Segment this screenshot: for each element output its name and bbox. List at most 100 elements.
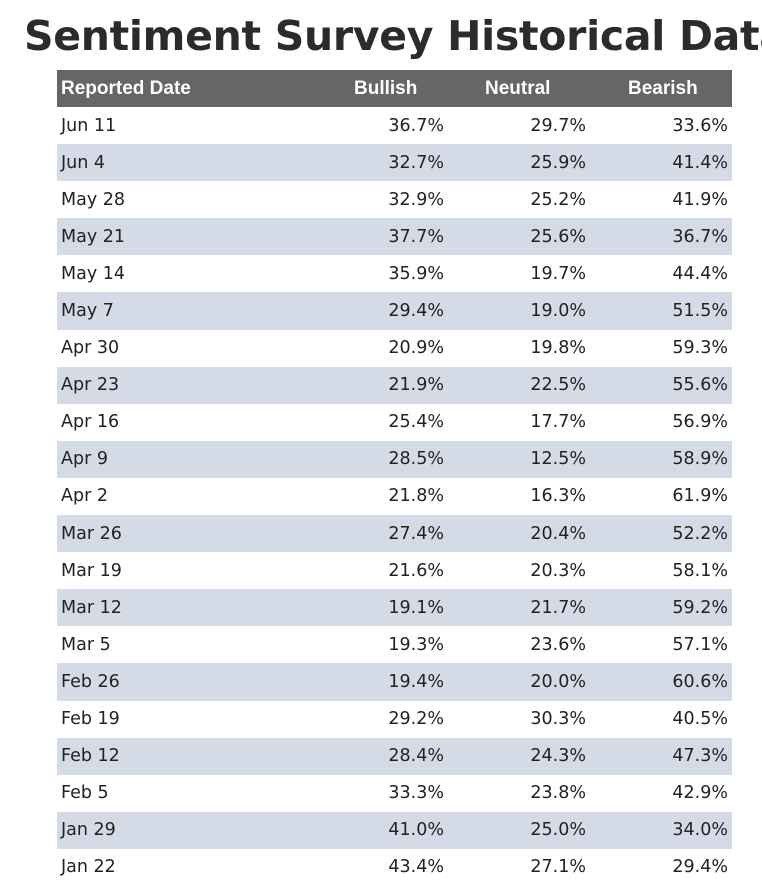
cell-bullish: 21.8% — [332, 477, 448, 516]
cell-bearish: 44.4% — [590, 255, 732, 293]
cell-neutral: 19.7% — [448, 255, 590, 293]
sentiment-table: Reported Date Bullish Neutral Bearish Ju… — [57, 70, 732, 886]
cell-bullish: 19.1% — [332, 589, 448, 627]
cell-bearish: 57.1% — [590, 626, 732, 664]
cell-neutral: 30.3% — [448, 700, 590, 738]
cell-bearish: 60.6% — [590, 663, 732, 701]
cell-bearish: 33.6% — [590, 107, 732, 145]
cell-reported-date: Jun 11 — [57, 107, 332, 145]
cell-bearish: 59.2% — [590, 589, 732, 627]
cell-bullish: 21.6% — [332, 552, 448, 590]
cell-bullish: 28.4% — [332, 737, 448, 775]
cell-reported-date: Mar 26 — [57, 515, 332, 553]
table-row: Apr 16 25.4% 17.7% 56.9% — [57, 403, 732, 441]
page-title: Sentiment Survey Historical Data — [24, 12, 762, 60]
column-header-neutral[interactable]: Neutral — [448, 70, 590, 107]
cell-neutral: 20.3% — [448, 552, 590, 590]
cell-reported-date: Feb 26 — [57, 663, 332, 701]
cell-neutral: 25.2% — [448, 181, 590, 219]
cell-reported-date: Feb 19 — [57, 700, 332, 738]
column-header-bullish[interactable]: Bullish — [332, 70, 448, 107]
column-header-reported-date[interactable]: Reported Date — [57, 70, 332, 107]
cell-reported-date: May 7 — [57, 292, 332, 330]
table-row: Feb 12 28.4% 24.3% 47.3% — [57, 737, 732, 775]
cell-bearish: 47.3% — [590, 737, 732, 775]
cell-neutral: 21.7% — [448, 589, 590, 627]
cell-reported-date: Jan 22 — [57, 848, 332, 886]
cell-bullish: 19.3% — [332, 626, 448, 664]
table-row: Jun 4 32.7% 25.9% 41.4% — [57, 144, 732, 182]
cell-bearish: 55.6% — [590, 366, 732, 404]
cell-bearish: 59.3% — [590, 329, 732, 367]
table-row: Apr 30 20.9% 19.8% 59.3% — [57, 329, 732, 367]
cell-neutral: 20.4% — [448, 515, 590, 553]
cell-bullish: 29.2% — [332, 700, 448, 738]
cell-bearish: 56.9% — [590, 403, 732, 441]
cell-bullish: 41.0% — [332, 811, 448, 849]
table-row: Jan 29 41.0% 25.0% 34.0% — [57, 811, 732, 849]
cell-neutral: 23.8% — [448, 774, 590, 812]
cell-bullish: 27.4% — [332, 515, 448, 553]
table-body: Jun 11 36.7% 29.7% 33.6% Jun 4 32.7% 25.9% 41.4… — [57, 107, 732, 886]
header-row: Reported Date Bullish Neutral Bearish — [57, 70, 732, 107]
cell-reported-date: Apr 23 — [57, 366, 332, 404]
cell-bearish: 41.9% — [590, 181, 732, 219]
cell-neutral: 12.5% — [448, 440, 590, 478]
cell-bullish: 36.7% — [332, 107, 448, 145]
cell-reported-date: May 28 — [57, 181, 332, 219]
cell-reported-date: Apr 9 — [57, 440, 332, 478]
table-row: Feb 19 29.2% 30.3% 40.5% — [57, 700, 732, 738]
cell-reported-date: Mar 12 — [57, 589, 332, 627]
cell-bearish: 51.5% — [590, 292, 732, 330]
column-header-bearish[interactable]: Bearish — [590, 70, 732, 107]
cell-neutral: 25.6% — [448, 218, 590, 256]
cell-bullish: 32.7% — [332, 144, 448, 182]
cell-bullish: 19.4% — [332, 663, 448, 701]
table-row: Apr 9 28.5% 12.5% 58.9% — [57, 440, 732, 478]
cell-neutral: 23.6% — [448, 626, 590, 664]
cell-reported-date: Mar 19 — [57, 552, 332, 590]
cell-bullish: 32.9% — [332, 181, 448, 219]
cell-bullish: 21.9% — [332, 366, 448, 404]
cell-bearish: 34.0% — [590, 811, 732, 849]
table-header: Reported Date Bullish Neutral Bearish — [57, 70, 732, 107]
table-row: May 28 32.9% 25.2% 41.9% — [57, 181, 732, 219]
cell-bullish: 33.3% — [332, 774, 448, 812]
cell-neutral: 25.0% — [448, 811, 590, 849]
table-row: Feb 5 33.3% 23.8% 42.9% — [57, 774, 732, 812]
table-row: Mar 12 19.1% 21.7% 59.2% — [57, 589, 732, 627]
cell-neutral: 22.5% — [448, 366, 590, 404]
table-row: May 21 37.7% 25.6% 36.7% — [57, 218, 732, 256]
table-row: Mar 26 27.4% 20.4% 52.2% — [57, 515, 732, 553]
cell-reported-date: Apr 30 — [57, 329, 332, 367]
cell-bullish: 43.4% — [332, 848, 448, 886]
cell-bearish: 58.1% — [590, 552, 732, 590]
table-row: Apr 23 21.9% 22.5% 55.6% — [57, 366, 732, 404]
table-row: Mar 19 21.6% 20.3% 58.1% — [57, 552, 732, 590]
cell-bullish: 29.4% — [332, 292, 448, 330]
cell-neutral: 27.1% — [448, 848, 590, 886]
table-row: Jun 11 36.7% 29.7% 33.6% — [57, 107, 732, 145]
cell-neutral: 19.0% — [448, 292, 590, 330]
cell-neutral: 29.7% — [448, 107, 590, 145]
cell-bullish: 28.5% — [332, 440, 448, 478]
cell-bullish: 20.9% — [332, 329, 448, 367]
table-row: Apr 2 21.8% 16.3% 61.9% — [57, 477, 732, 516]
cell-neutral: 20.0% — [448, 663, 590, 701]
cell-reported-date: Feb 12 — [57, 737, 332, 775]
cell-reported-date: Apr 2 — [57, 477, 332, 516]
cell-neutral: 19.8% — [448, 329, 590, 367]
cell-reported-date: May 21 — [57, 218, 332, 256]
cell-neutral: 25.9% — [448, 144, 590, 182]
cell-neutral: 24.3% — [448, 737, 590, 775]
table-row: Feb 26 19.4% 20.0% 60.6% — [57, 663, 732, 701]
cell-bearish: 42.9% — [590, 774, 732, 812]
cell-reported-date: Feb 5 — [57, 774, 332, 812]
cell-bullish: 37.7% — [332, 218, 448, 256]
cell-reported-date: Jun 4 — [57, 144, 332, 182]
cell-reported-date: Jan 29 — [57, 811, 332, 849]
table-row: May 14 35.9% 19.7% 44.4% — [57, 255, 732, 293]
cell-reported-date: Apr 16 — [57, 403, 332, 441]
cell-bearish: 36.7% — [590, 218, 732, 256]
table-row: Jan 22 43.4% 27.1% 29.4% — [57, 848, 732, 886]
